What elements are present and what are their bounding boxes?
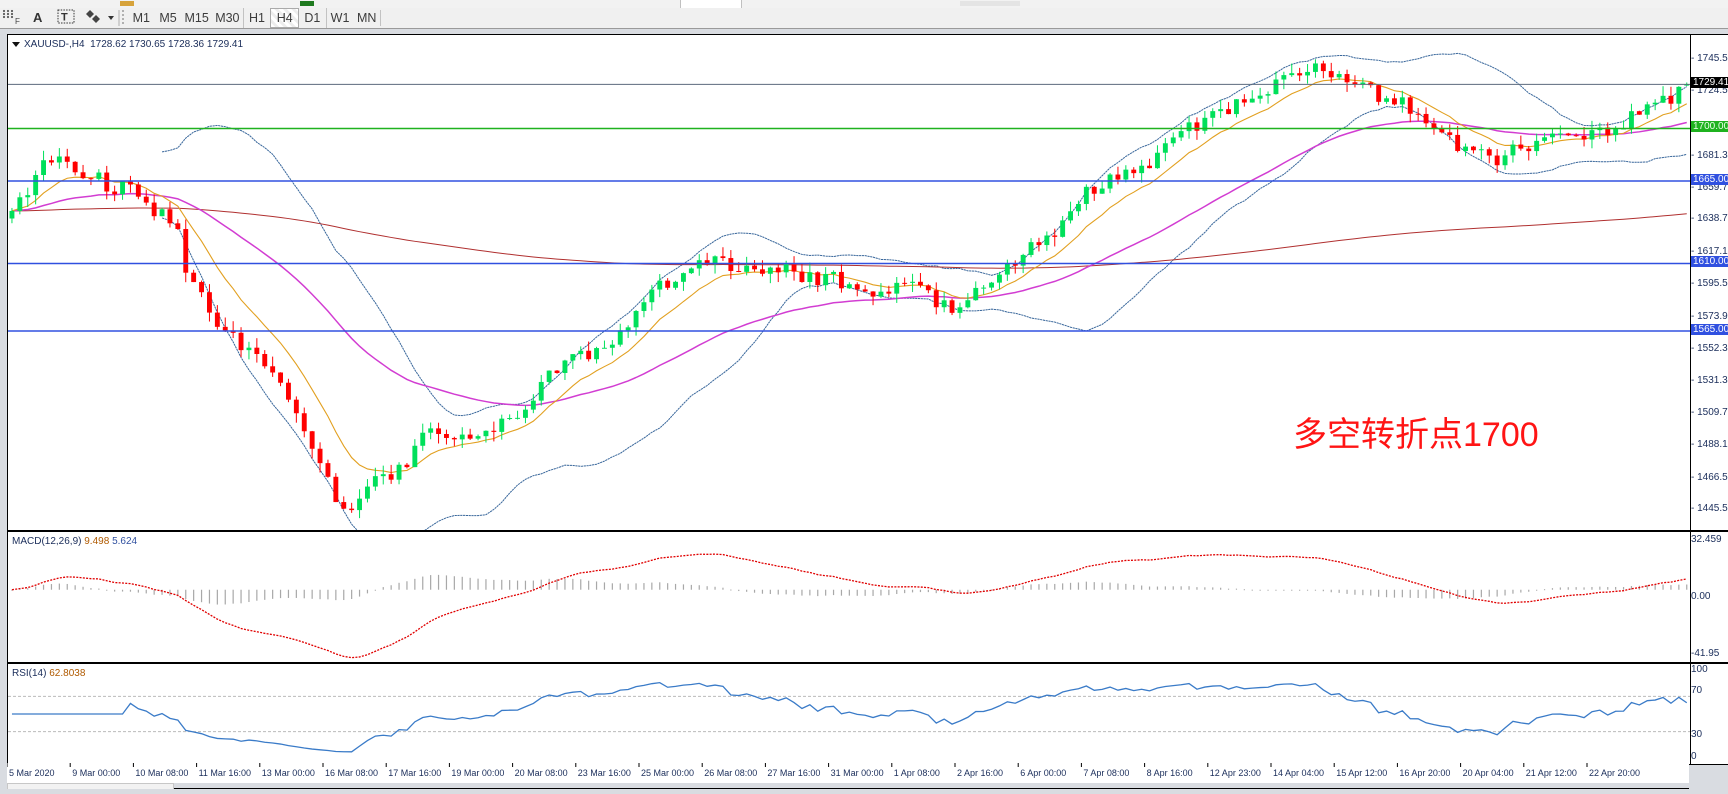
svg-text:F: F <box>15 17 20 26</box>
svg-text:A: A <box>33 10 43 25</box>
svg-text:T: T <box>61 12 68 24</box>
